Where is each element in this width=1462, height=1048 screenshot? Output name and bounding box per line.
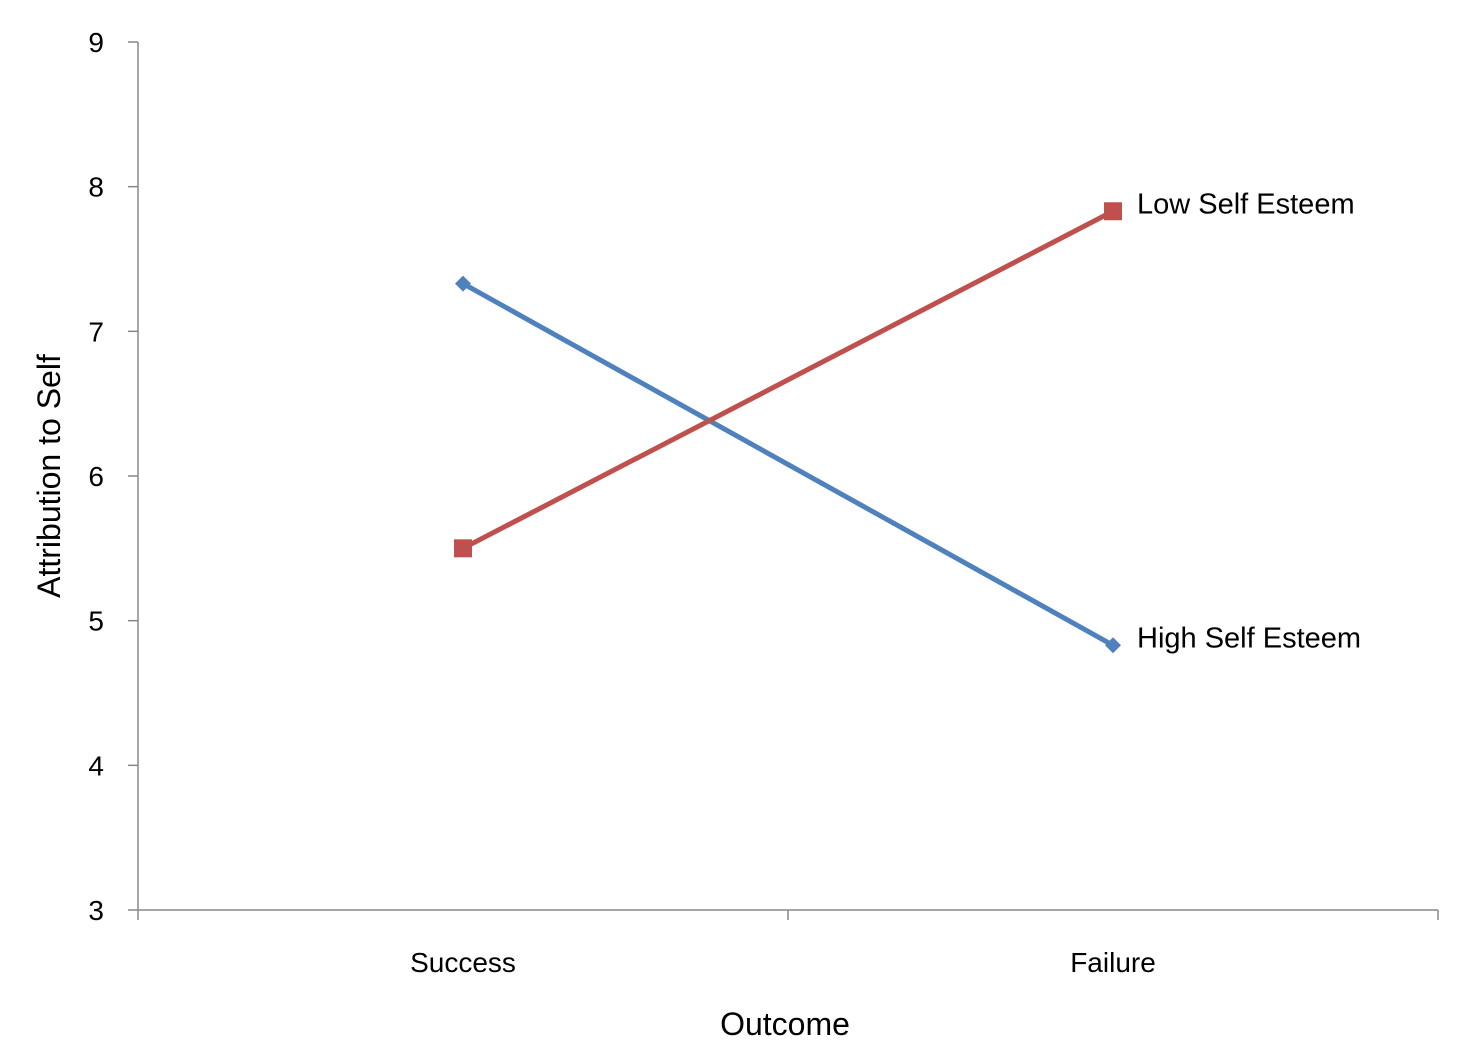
y-tick-label: 8 — [88, 172, 104, 203]
x-ticks: Success Failure — [137, 910, 1439, 978]
data-point-diamond — [1105, 637, 1121, 654]
x-axis-title: Outcome — [720, 1006, 850, 1042]
axes — [137, 42, 1438, 911]
series-0: High Self Esteem — [455, 275, 1361, 654]
y-axis-title: Attribution to Self — [31, 354, 67, 598]
y-tick-label: 6 — [88, 461, 104, 492]
x-tick-label: Success — [410, 947, 516, 978]
series-1: Low Self Esteem — [454, 188, 1355, 558]
series-line — [461, 281, 1115, 648]
y-tick-label: 9 — [88, 27, 104, 58]
series-end-label: High Self Esteem — [1137, 622, 1361, 654]
series-end-label: Low Self Esteem — [1137, 188, 1355, 220]
y-tick-label: 7 — [88, 316, 104, 347]
y-tick-label: 3 — [88, 895, 104, 926]
x-tick-label: Failure — [1070, 947, 1156, 978]
series: High Self Esteem Low Self Esteem — [454, 188, 1361, 654]
data-point-diamond — [455, 275, 471, 292]
y-tick-label: 5 — [88, 606, 104, 637]
data-point-square — [454, 539, 472, 558]
y-tick-label: 4 — [88, 750, 104, 781]
y-ticks: 3 4 5 6 7 8 9 — [88, 27, 138, 926]
series-line — [461, 209, 1115, 551]
data-point-square — [1104, 202, 1122, 221]
